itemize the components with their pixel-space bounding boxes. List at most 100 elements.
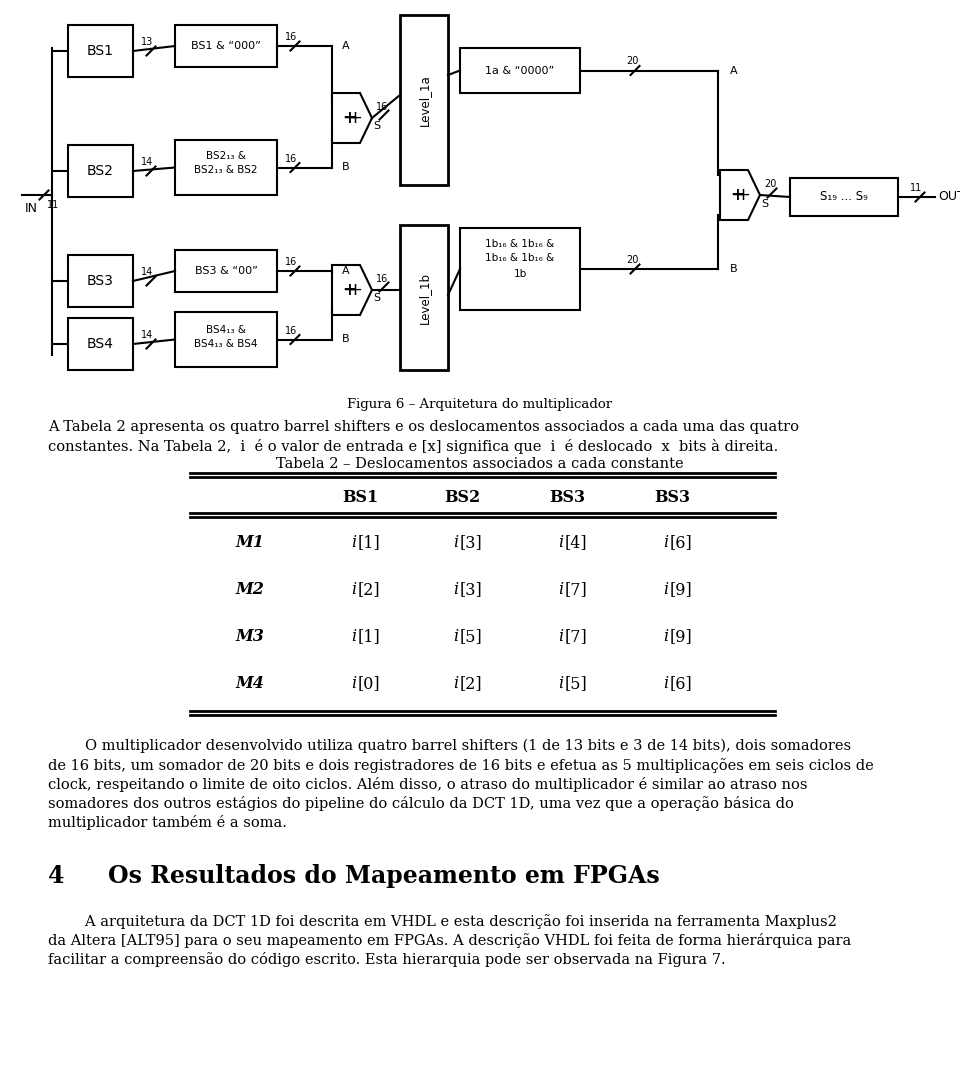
Text: A: A: [342, 41, 349, 51]
Text: i: i: [662, 534, 668, 551]
Bar: [175, 25, 277, 67]
Text: A Tabela 2 apresenta os quatro barrel shifters e os deslocamentos associados a c: A Tabela 2 apresenta os quatro barrel sh…: [48, 420, 799, 434]
Text: 11: 11: [47, 200, 60, 210]
Text: [2]: [2]: [358, 581, 380, 598]
Bar: [68, 145, 133, 197]
Text: i: i: [453, 581, 458, 598]
Text: 16: 16: [285, 257, 298, 267]
Text: i: i: [350, 628, 356, 645]
Text: 16: 16: [285, 154, 298, 164]
Bar: [400, 15, 448, 185]
Text: B: B: [342, 335, 349, 345]
Text: [3]: [3]: [460, 534, 483, 551]
Polygon shape: [720, 170, 760, 220]
Text: 1b₁₆ & 1b₁₆ &: 1b₁₆ & 1b₁₆ &: [486, 253, 555, 263]
Text: M3: M3: [235, 628, 264, 645]
Text: 20: 20: [626, 255, 638, 265]
Text: 13: 13: [141, 37, 154, 47]
Text: BS1: BS1: [342, 489, 378, 505]
Text: +: +: [348, 109, 363, 127]
Bar: [460, 228, 580, 310]
Text: B: B: [730, 264, 737, 274]
Text: 16: 16: [376, 274, 388, 284]
Text: [7]: [7]: [565, 628, 588, 645]
Text: IN: IN: [25, 201, 38, 214]
Bar: [400, 225, 448, 370]
Text: [1]: [1]: [358, 628, 381, 645]
Text: OUT: OUT: [938, 191, 960, 204]
Text: BS3: BS3: [87, 274, 114, 288]
Text: M2: M2: [235, 581, 264, 598]
Text: facilitar a compreensão do código escrito. Esta hierarquia pode ser observada na: facilitar a compreensão do código escrit…: [48, 952, 726, 967]
Text: BS3: BS3: [549, 489, 585, 505]
Text: i: i: [558, 581, 563, 598]
Text: M4: M4: [235, 675, 264, 693]
Text: [6]: [6]: [670, 675, 693, 693]
Bar: [68, 25, 133, 76]
Text: i: i: [350, 581, 356, 598]
Text: 1b₁₆ & 1b₁₆ &: 1b₁₆ & 1b₁₆ &: [486, 239, 555, 249]
Text: [9]: [9]: [670, 628, 693, 645]
Text: 16: 16: [285, 32, 298, 42]
Text: multiplicador também é a soma.: multiplicador também é a soma.: [48, 815, 287, 830]
Text: clock, respeitando o limite de oito ciclos. Além disso, o atraso do multiplicado: clock, respeitando o limite de oito cicl…: [48, 777, 807, 792]
Text: BS4₁₃ & BS4: BS4₁₃ & BS4: [194, 339, 257, 349]
Text: +: +: [735, 186, 751, 204]
Text: +: +: [730, 186, 744, 204]
Text: A: A: [730, 66, 737, 75]
Text: S₁₉ ... S₉: S₁₉ ... S₉: [820, 191, 868, 204]
Text: Level_1a: Level_1a: [418, 74, 430, 126]
Text: Tabela 2 – Deslocamentos associados a cada constante: Tabela 2 – Deslocamentos associados a ca…: [276, 457, 684, 471]
Text: i: i: [453, 534, 458, 551]
Bar: [175, 312, 277, 367]
Text: somadores dos outros estágios do pipeline do cálculo da DCT 1D, uma vez que a op: somadores dos outros estágios do pipelin…: [48, 796, 794, 811]
Text: de 16 bits, um somador de 20 bits e dois registradores de 16 bits e efetua as 5 : de 16 bits, um somador de 20 bits e dois…: [48, 758, 874, 773]
Text: 1b: 1b: [514, 269, 527, 279]
Text: i: i: [350, 534, 356, 551]
Text: A arquitetura da DCT 1D foi descrita em VHDL e esta descrição foi inserida na fe: A arquitetura da DCT 1D foi descrita em …: [48, 914, 837, 928]
Text: i: i: [350, 675, 356, 693]
Text: Level_1b: Level_1b: [418, 271, 430, 323]
Polygon shape: [332, 93, 372, 143]
Text: BS4₁₃ &: BS4₁₃ &: [206, 325, 246, 335]
Text: i: i: [558, 534, 563, 551]
Text: 20: 20: [626, 56, 638, 67]
Text: 16: 16: [285, 325, 298, 336]
Text: BS3 & “00”: BS3 & “00”: [195, 266, 257, 276]
Text: i: i: [662, 675, 668, 693]
Text: 14: 14: [141, 330, 154, 340]
Text: [4]: [4]: [565, 534, 588, 551]
Text: i: i: [453, 675, 458, 693]
Polygon shape: [332, 265, 372, 314]
Text: BS3: BS3: [654, 489, 690, 505]
Bar: [175, 140, 277, 195]
Text: [2]: [2]: [460, 675, 483, 693]
Text: M1: M1: [235, 534, 264, 551]
Text: i: i: [662, 581, 668, 598]
Text: [9]: [9]: [670, 581, 693, 598]
Text: constantes. Na Tabela 2,  i  é o valor de entrada e [x] significa que  i  é desl: constantes. Na Tabela 2, i é o valor de …: [48, 439, 779, 454]
Text: BS2₁₃ &: BS2₁₃ &: [206, 151, 246, 160]
Bar: [68, 255, 133, 307]
Text: O multiplicador desenvolvido utiliza quatro barrel shifters (1 de 13 bits e 3 de: O multiplicador desenvolvido utiliza qua…: [48, 739, 852, 754]
Bar: [790, 178, 898, 216]
Text: A: A: [342, 266, 349, 276]
Text: 1a & “0000”: 1a & “0000”: [486, 66, 555, 75]
Text: da Altera [ALT95] para o seu mapeamento em FPGAs. A descrição VHDL foi feita de : da Altera [ALT95] para o seu mapeamento …: [48, 933, 852, 948]
Text: BS1 & “000”: BS1 & “000”: [191, 41, 261, 51]
Bar: [68, 318, 133, 370]
Text: +: +: [348, 281, 363, 299]
Bar: [175, 250, 277, 292]
Text: 4: 4: [48, 864, 64, 889]
Text: BS1: BS1: [87, 44, 114, 58]
Text: BS2: BS2: [87, 164, 114, 178]
Text: BS2₁₃ & BS2: BS2₁₃ & BS2: [194, 165, 257, 174]
Text: B: B: [342, 163, 349, 172]
Text: 11: 11: [910, 183, 923, 193]
Text: BS4: BS4: [87, 337, 114, 351]
Text: Figura 6 – Arquitetura do multiplicador: Figura 6 – Arquitetura do multiplicador: [348, 398, 612, 411]
Text: S: S: [373, 121, 380, 131]
Text: i: i: [453, 628, 458, 645]
Text: [3]: [3]: [460, 581, 483, 598]
Text: +: +: [342, 281, 356, 299]
